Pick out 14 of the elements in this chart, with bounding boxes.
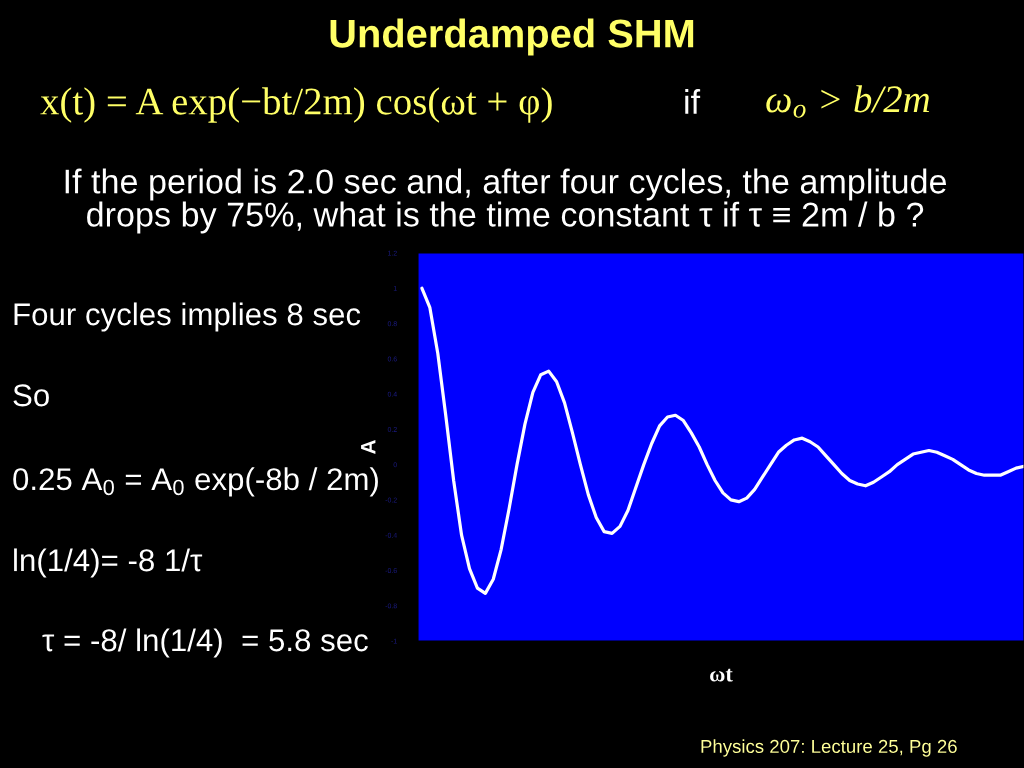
y-axis-title: A [361,440,376,455]
text: x(t) = A exp(−bt/2m) cos(ωt + φ) [40,87,552,123]
text: If the period is 2.0 sec and, after four cycles, the amplitude drops by 75%, what is the time constant τ if τ ≡ 2m / b ? [65,168,947,234]
chart-title: Underdamped SHM [330,18,694,56]
x-axis-title: ωt [710,668,733,682]
text: So [13,384,49,407]
text: Four cycles implies 8 sec [14,302,361,332]
line-series [420,286,1024,595]
text: τ = -8/ ln(1/4) = 5.8 sec [42,628,368,658]
text: ω$_{o}$ > b/2m [766,85,930,118]
text: Physics 207: Lecture 25, Pg 26 [701,739,957,757]
text: ln(1/4)= -8 1/τ [14,548,203,578]
text: 0.25 A$_{0}$ = A$_{0}$ exp(-8b / 2m) [13,467,378,497]
text: if [685,89,701,114]
